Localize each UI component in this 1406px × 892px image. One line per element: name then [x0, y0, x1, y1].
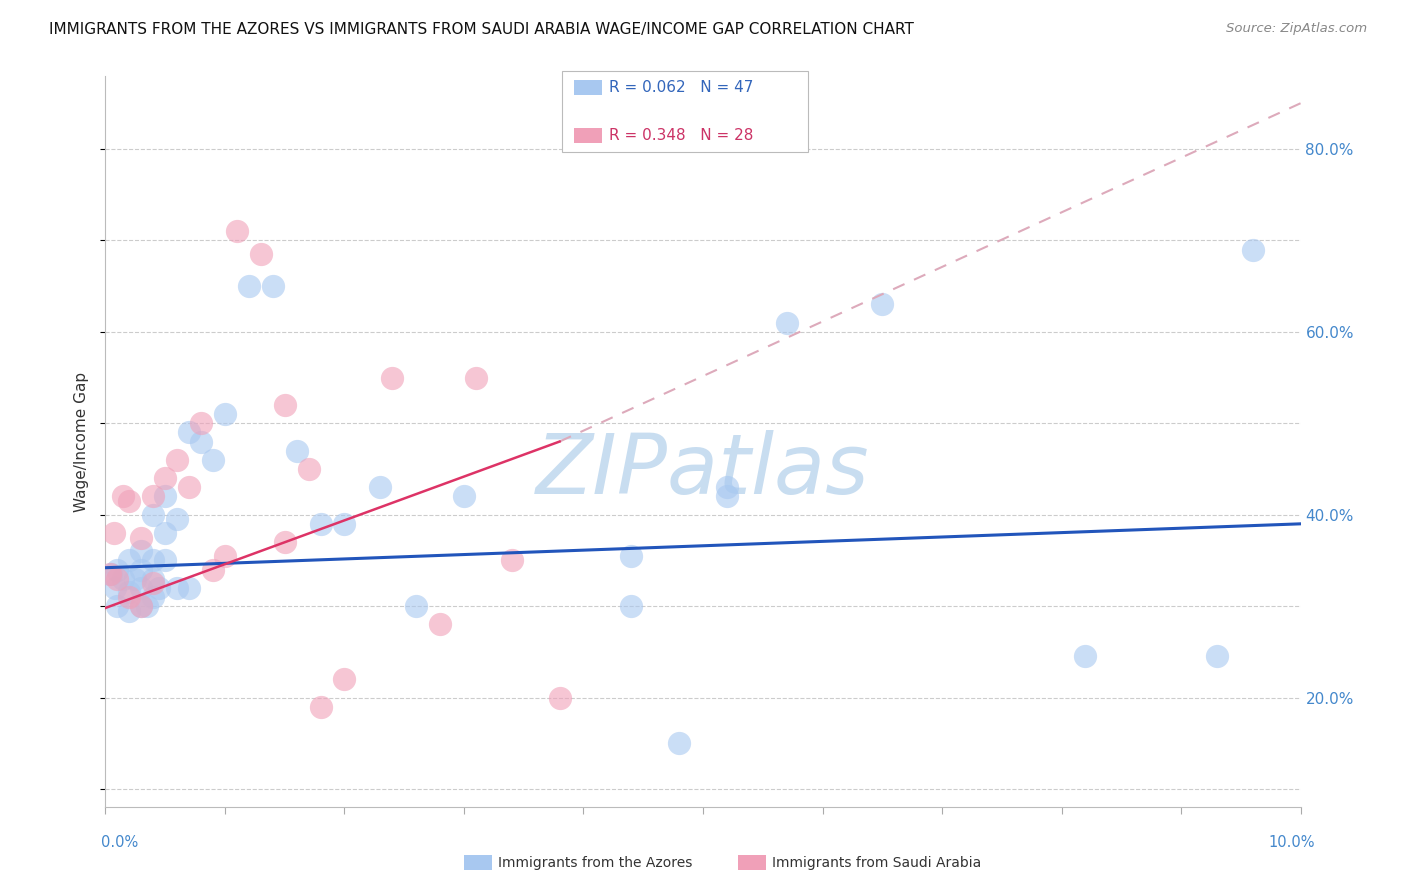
Point — [118, 604, 141, 618]
Point — [166, 453, 188, 467]
Point — [155, 553, 177, 567]
Point — [118, 585, 141, 599]
Point — [214, 407, 236, 421]
Point — [112, 489, 135, 503]
Text: ZIPatlas: ZIPatlas — [536, 430, 870, 511]
Point — [136, 599, 159, 614]
Point — [501, 553, 523, 567]
Point — [100, 567, 122, 582]
Point — [464, 370, 488, 384]
Point — [1074, 649, 1097, 664]
Point — [118, 590, 141, 604]
Point — [381, 370, 404, 384]
Point — [142, 572, 165, 586]
Text: IMMIGRANTS FROM THE AZORES VS IMMIGRANTS FROM SAUDI ARABIA WAGE/INCOME GAP CORRE: IMMIGRANTS FROM THE AZORES VS IMMIGRANTS… — [49, 22, 914, 37]
Point — [129, 599, 153, 614]
Point — [309, 699, 332, 714]
Point — [202, 563, 225, 577]
Point — [298, 462, 321, 476]
Point — [716, 489, 738, 503]
Point — [776, 316, 799, 330]
Point — [1206, 649, 1229, 664]
Point — [453, 489, 475, 503]
Point — [166, 581, 188, 595]
Text: 10.0%: 10.0% — [1268, 836, 1315, 850]
Point — [148, 581, 170, 595]
Point — [333, 516, 356, 531]
Point — [238, 279, 260, 293]
Point — [333, 673, 356, 687]
Point — [103, 526, 125, 541]
Text: 0.0%: 0.0% — [101, 836, 138, 850]
Point — [112, 572, 135, 586]
Text: Source: ZipAtlas.com: Source: ZipAtlas.com — [1226, 22, 1367, 36]
Point — [214, 549, 236, 563]
Point — [129, 563, 153, 577]
Point — [98, 567, 121, 582]
Point — [142, 489, 165, 503]
Point — [429, 617, 451, 632]
Point — [129, 531, 153, 545]
Point — [285, 443, 308, 458]
Point — [107, 563, 129, 577]
Point — [250, 247, 273, 261]
Text: R = 0.348   N = 28: R = 0.348 N = 28 — [609, 128, 754, 143]
Point — [177, 425, 201, 440]
Point — [368, 480, 391, 494]
Point — [142, 553, 165, 567]
Point — [177, 480, 201, 494]
Point — [104, 581, 127, 595]
Point — [405, 599, 427, 614]
Point — [155, 471, 177, 485]
Point — [620, 599, 643, 614]
Text: R = 0.062   N = 47: R = 0.062 N = 47 — [609, 80, 754, 95]
Point — [225, 224, 249, 238]
Point — [273, 535, 295, 549]
Y-axis label: Wage/Income Gap: Wage/Income Gap — [73, 371, 89, 512]
Point — [668, 736, 690, 750]
Point — [107, 599, 129, 614]
Point — [548, 690, 571, 705]
Point — [273, 398, 295, 412]
Point — [716, 480, 738, 494]
Point — [155, 526, 177, 541]
Point — [309, 516, 332, 531]
Point — [177, 581, 201, 595]
Point — [155, 489, 177, 503]
Point — [190, 416, 212, 431]
Point — [262, 279, 284, 293]
Point — [202, 453, 225, 467]
Point — [620, 549, 643, 563]
Point — [142, 576, 165, 591]
Point — [190, 434, 212, 449]
Text: Immigrants from Saudi Arabia: Immigrants from Saudi Arabia — [772, 855, 981, 870]
Point — [107, 572, 129, 586]
Point — [124, 572, 146, 586]
Point — [129, 581, 153, 595]
Point — [872, 297, 894, 311]
Point — [166, 512, 188, 526]
Point — [118, 553, 141, 567]
Point — [118, 494, 141, 508]
Point — [129, 544, 153, 558]
Text: Immigrants from the Azores: Immigrants from the Azores — [498, 855, 692, 870]
Point — [142, 590, 165, 604]
Point — [129, 599, 153, 614]
Point — [142, 508, 165, 522]
Point — [1241, 243, 1264, 257]
